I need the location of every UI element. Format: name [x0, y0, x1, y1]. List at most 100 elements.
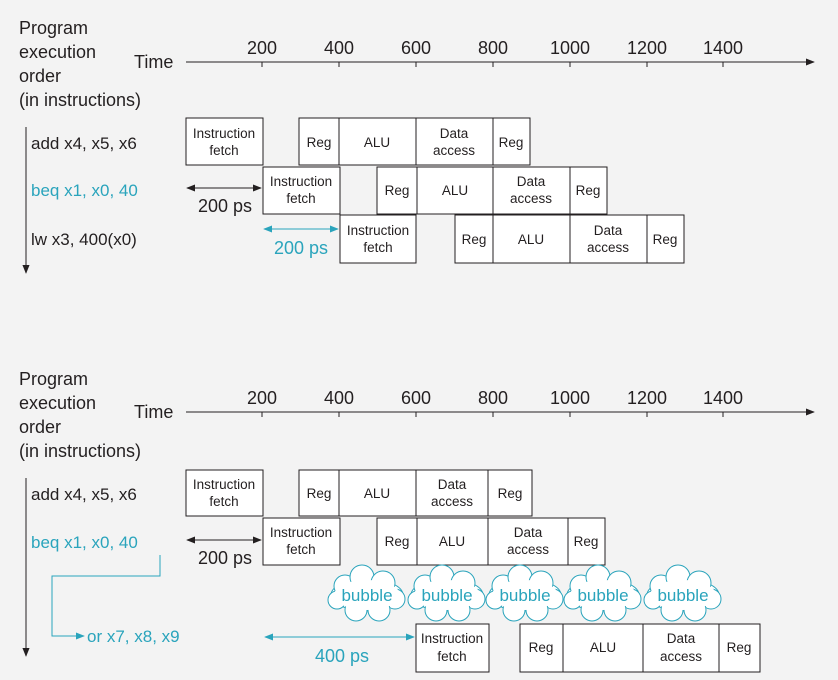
stage-reg-write [567, 517, 606, 566]
stage-label: Data [514, 525, 543, 540]
stage-label: ALU [518, 232, 544, 247]
instruction-label: add x4, x5, x6 [31, 485, 137, 504]
stage-label: Instruction [193, 477, 255, 492]
stage-label: access [510, 191, 552, 206]
stage-reg-read [376, 166, 418, 215]
stage-label: ALU [590, 640, 616, 655]
diagram-1: Program execution order (in instructions… [19, 18, 815, 274]
stage-alu [416, 517, 489, 566]
stage-label: Reg [385, 534, 410, 549]
stage-reg-write [646, 214, 685, 264]
delay-label: 200 ps [274, 238, 328, 258]
stage-label: Reg [462, 232, 487, 247]
bubble-label: bubble [421, 586, 472, 605]
stage-data-access [569, 214, 648, 264]
stage-label: access [587, 240, 629, 255]
stage-label: access [431, 494, 473, 509]
branch-connector-arrow [51, 555, 161, 640]
stage-label: fetch [363, 240, 392, 255]
axis-label-line: execution [19, 42, 96, 62]
stage-alu [562, 623, 644, 673]
tick-label: 200 [247, 388, 277, 408]
tick-label: 800 [478, 388, 508, 408]
stage-label: Reg [307, 486, 332, 501]
stage-label: Data [594, 223, 623, 238]
stage-label: Data [667, 631, 696, 646]
stage-label: Instruction [270, 174, 332, 189]
stage-label: ALU [364, 486, 390, 501]
stage-alu [338, 117, 417, 166]
tick-label: 400 [324, 38, 354, 58]
instruction-label: lw x3, 400(x0) [31, 230, 137, 249]
tick-label: 600 [401, 38, 431, 58]
bubble-label: bubble [499, 586, 550, 605]
axis-label-line: execution [19, 393, 96, 413]
delay-label: 200 ps [198, 548, 252, 568]
axis-label-line: order [19, 66, 61, 86]
stage-reg-read [298, 117, 340, 166]
stage-reg-write [718, 623, 761, 673]
stage-reg-write [569, 166, 608, 215]
bubble-cloud: bubble [563, 564, 642, 622]
stage-reg-write [487, 469, 533, 517]
stage-label: access [433, 143, 475, 158]
stage-instruction-fetch [262, 517, 341, 566]
axis-label-line: (in instructions) [19, 441, 141, 461]
instruction-label: add x4, x5, x6 [31, 134, 137, 153]
stage-label: Reg [727, 640, 752, 655]
stage-instruction-fetch [185, 469, 264, 517]
bubble-label: bubble [341, 586, 392, 605]
delay-label: 200 ps [198, 196, 252, 216]
stage-alu [492, 214, 571, 264]
stage-label: fetch [209, 143, 238, 158]
axis-label-line: Program [19, 18, 88, 38]
stage-label: Reg [529, 640, 554, 655]
stage-label: Reg [653, 232, 678, 247]
stage-label: Instruction [347, 223, 409, 238]
bubble-cloud: bubble [643, 564, 722, 622]
bubble-cloud: bubble [407, 564, 486, 622]
tick-label: 1400 [703, 38, 743, 58]
stage-data-access [415, 469, 489, 517]
tick-label: 1000 [550, 388, 590, 408]
pipeline-row: Instruction fetch Reg ALU Data access Re… [339, 214, 685, 264]
instruction-label: beq x1, x0, 40 [31, 533, 138, 552]
time-label: Time [134, 52, 173, 72]
stage-label: Reg [576, 183, 601, 198]
stage-label: Instruction [270, 525, 332, 540]
delay-label: 400 ps [315, 646, 369, 666]
axis-label-line: order [19, 417, 61, 437]
bubble-cloud: bubble [327, 564, 406, 622]
pipeline-row: Instruction fetch Reg ALU Data access Re… [185, 469, 533, 517]
pipeline-bubbles: bubble bubble [327, 564, 722, 622]
instruction-label: beq x1, x0, 40 [31, 181, 138, 200]
bubble-label: bubble [657, 586, 708, 605]
stage-label: Reg [385, 183, 410, 198]
pipeline-row: Instruction fetch Reg ALU Data access Re… [262, 166, 608, 215]
stage-label: Reg [499, 135, 524, 150]
stage-data-access [415, 117, 494, 166]
tick-label: 400 [324, 388, 354, 408]
stage-data-access [642, 623, 720, 673]
stage-label: access [660, 649, 702, 664]
stage-instruction-fetch [339, 214, 417, 264]
stage-label: ALU [439, 534, 465, 549]
stage-reg-read [298, 469, 340, 517]
axis-label-line: Program [19, 369, 88, 389]
bubble-label: bubble [577, 586, 628, 605]
stage-reg-read [376, 517, 418, 566]
tick-label: 1200 [627, 38, 667, 58]
tick-label: 1000 [550, 38, 590, 58]
stage-label: fetch [286, 191, 315, 206]
stage-label: Instruction [421, 631, 483, 646]
stage-data-access [492, 166, 571, 215]
stage-reg-write [492, 117, 531, 166]
stage-label: ALU [364, 135, 390, 150]
stage-label: access [507, 542, 549, 557]
stage-instruction-fetch [262, 166, 341, 215]
stage-label: Data [440, 126, 469, 141]
time-label: Time [134, 402, 173, 422]
tick-label: 600 [401, 388, 431, 408]
stage-label: fetch [286, 542, 315, 557]
